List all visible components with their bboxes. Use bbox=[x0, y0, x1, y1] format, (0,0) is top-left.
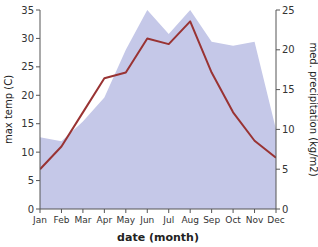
x-tick-label: Nov bbox=[246, 215, 264, 225]
y2-tick bbox=[276, 49, 280, 50]
y2-tick bbox=[276, 10, 280, 11]
y-tick bbox=[36, 95, 40, 96]
y-tick bbox=[36, 66, 40, 67]
y-tick-label: 25 bbox=[21, 61, 34, 72]
chart: 051015202530350510152025JanFebMarAprMayJ… bbox=[0, 0, 318, 247]
y2-tick-label: 5 bbox=[282, 164, 288, 175]
x-tick-label: Mar bbox=[74, 215, 91, 225]
y-tick bbox=[36, 38, 40, 39]
x-tick bbox=[147, 209, 148, 213]
y-tick bbox=[36, 180, 40, 181]
y-tick bbox=[36, 209, 40, 210]
x-tick-label: Dec bbox=[267, 215, 284, 225]
y-tick-label: 35 bbox=[21, 5, 34, 16]
y-tick bbox=[36, 10, 40, 11]
x-label: date (month) bbox=[117, 231, 199, 244]
y2-label: med. precipitation (kg/m2) bbox=[308, 42, 318, 176]
x-tick-label: Jan bbox=[32, 215, 47, 225]
x-tick bbox=[40, 209, 41, 213]
y-tick-label: 5 bbox=[28, 175, 34, 186]
y2-tick-label: 25 bbox=[282, 5, 295, 16]
y-tick-label: 30 bbox=[21, 33, 34, 44]
x-tick bbox=[276, 209, 277, 213]
y-tick-label: 0 bbox=[28, 204, 34, 215]
x-tick-label: Oct bbox=[225, 215, 241, 225]
y-tick-label: 15 bbox=[21, 118, 34, 129]
y2-tick bbox=[276, 89, 280, 90]
x-tick-label: Apr bbox=[97, 215, 113, 225]
x-tick-label: Jul bbox=[162, 215, 174, 225]
x-tick bbox=[82, 209, 83, 213]
x-axis bbox=[40, 209, 276, 210]
x-tick bbox=[211, 209, 212, 213]
y2-tick bbox=[276, 169, 280, 170]
x-tick-label: Jun bbox=[139, 215, 154, 225]
y-tick bbox=[36, 123, 40, 124]
y2-tick-label: 10 bbox=[282, 124, 295, 135]
x-tick bbox=[190, 209, 191, 213]
x-tick bbox=[104, 209, 105, 213]
y-axis bbox=[40, 10, 41, 209]
y2-tick-label: 15 bbox=[282, 84, 295, 95]
y2-tick-label: 0 bbox=[282, 204, 288, 215]
x-tick-label: Sep bbox=[203, 215, 220, 225]
y-tick-label: 10 bbox=[21, 147, 34, 158]
y-label: max temp (C) bbox=[3, 75, 14, 144]
x-tick-label: May bbox=[117, 215, 136, 225]
y2-tick bbox=[276, 209, 280, 210]
y2-tick-label: 20 bbox=[282, 44, 295, 55]
y2-tick bbox=[276, 129, 280, 130]
y2-axis bbox=[276, 10, 277, 209]
y-tick-label: 20 bbox=[21, 90, 34, 101]
x-tick bbox=[61, 209, 62, 213]
x-tick bbox=[254, 209, 255, 213]
x-tick bbox=[125, 209, 126, 213]
x-tick-label: Aug bbox=[181, 215, 199, 225]
temp-line bbox=[40, 21, 276, 169]
y-tick bbox=[36, 152, 40, 153]
plot-area bbox=[40, 10, 276, 209]
precip-area bbox=[40, 10, 276, 209]
x-tick bbox=[168, 209, 169, 213]
x-tick-label: Feb bbox=[53, 215, 69, 225]
x-tick bbox=[233, 209, 234, 213]
